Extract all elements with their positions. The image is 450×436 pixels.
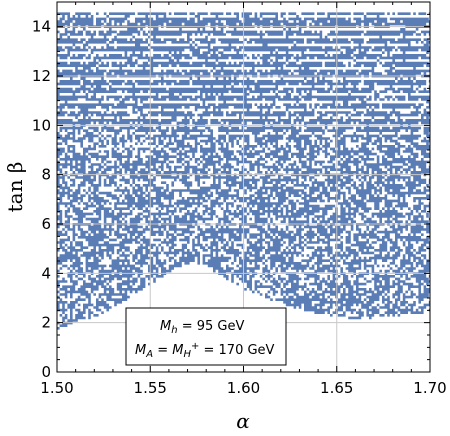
legend: Mh = 95 GeV MA = MH+ = 170 GeV <box>125 307 287 366</box>
y-tick-label: 10 <box>32 116 51 134</box>
legend-line-1: Mh = 95 GeV <box>160 319 244 336</box>
legend-box <box>125 307 287 366</box>
y-tick-label: 14 <box>32 18 51 36</box>
tick-labels: 1.50 1.55 1.60 1.65 1.70 0 2 4 6 8 10 12 14 <box>32 18 447 397</box>
y-tick-label: 0 <box>41 363 51 381</box>
y-axis-title: tan β <box>3 162 27 213</box>
y-tick-label: 2 <box>41 314 51 332</box>
y-tick-label: 6 <box>41 215 51 233</box>
x-tick-label: 1.50 <box>40 379 73 397</box>
tick-marks <box>56 1 431 373</box>
x-tick-label: 1.60 <box>227 379 260 397</box>
x-axis-title: α <box>236 409 250 433</box>
y-tick-label: 12 <box>32 67 51 85</box>
grid-lines <box>57 2 430 372</box>
y-tick-label: 4 <box>41 264 51 282</box>
x-tick-label: 1.70 <box>413 379 446 397</box>
y-tick-label: 8 <box>41 166 51 184</box>
x-tick-label: 1.65 <box>320 379 353 397</box>
axis-ticks <box>56 1 431 373</box>
x-tick-label: 1.55 <box>134 379 167 397</box>
legend-line-2: MA = MH+ = 170 GeV <box>135 341 275 360</box>
